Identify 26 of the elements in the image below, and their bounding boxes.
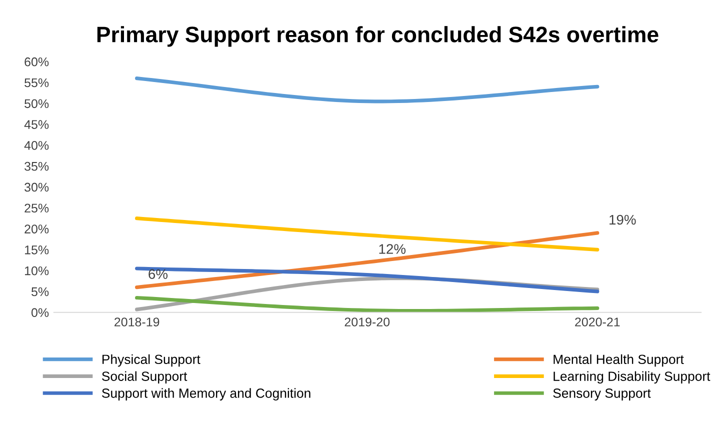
- legend-label: Mental Health Support: [554, 354, 684, 367]
- y-tick-label: 0%: [31, 308, 49, 318]
- legend-label: Sensory Support: [553, 388, 651, 400]
- x-tick-label: 2019-20: [344, 318, 390, 326]
- legend-label: Support with Memory and Cognition: [102, 388, 310, 400]
- legend-label: Learning Disability Support: [554, 371, 710, 384]
- data-label: 19%: [610, 214, 636, 225]
- y-tick-label: 25%: [24, 204, 49, 213]
- y-tick-label: 35%: [24, 162, 49, 171]
- y-tick-label: 40%: [24, 141, 49, 150]
- y-tick-label: 20%: [24, 224, 49, 234]
- y-tick-label: 45%: [24, 120, 49, 129]
- y-tick-label: 5%: [31, 287, 49, 296]
- legend-label: Social Support: [102, 371, 188, 384]
- y-tick-label: 60%: [24, 57, 49, 66]
- x-tick-label: 2020-21: [575, 318, 620, 326]
- x-tick-label: 2018-19: [114, 318, 160, 326]
- chart-title: Primary Support reason for concluded S42s overtime: [97, 26, 658, 47]
- y-tick-label: 30%: [24, 182, 49, 192]
- legend-label: Physical Support: [102, 354, 200, 367]
- y-tick-label: 50%: [24, 99, 49, 108]
- y-tick-label: 55%: [24, 78, 49, 88]
- data-label: 12%: [379, 244, 406, 254]
- data-label: 6%: [148, 269, 168, 279]
- y-tick-label: 10%: [25, 266, 49, 276]
- y-tick-label: 15%: [25, 246, 49, 254]
